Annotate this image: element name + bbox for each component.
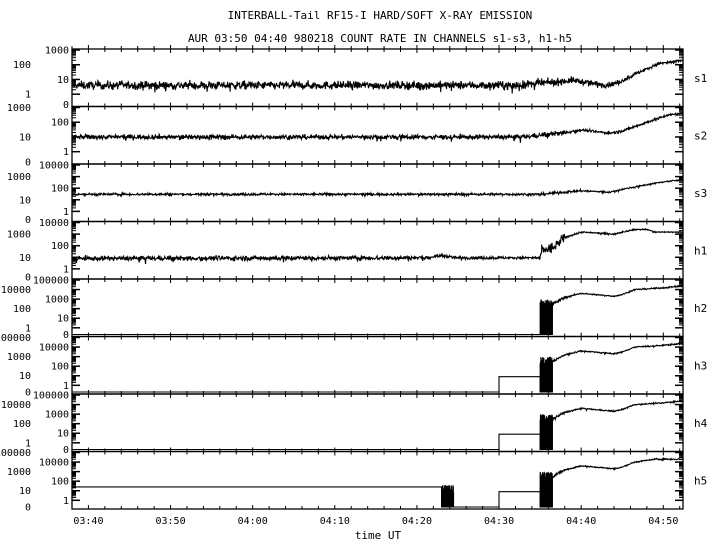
y-tick-label: 0 [63, 100, 69, 111]
y-tick-label: 0 [25, 273, 31, 284]
y-tick-label: 1 [63, 147, 69, 158]
y-tick-label: 1 [63, 264, 69, 275]
y-tick-label: 1 [63, 207, 69, 218]
x-tick-label: 03:50 [155, 516, 185, 527]
burst-h3 [539, 356, 553, 392]
x-tick-label: 04:50 [648, 516, 678, 527]
y-tick-label: 1000 [45, 410, 69, 421]
y-tick-label: 100 [13, 60, 31, 71]
y-tick-label: 100 [51, 118, 69, 129]
x-tick-label: 04:00 [238, 516, 268, 527]
y-tick-label: 1000 [45, 46, 69, 57]
y-tick-label: 0 [25, 388, 31, 399]
panel-frame [71, 105, 684, 165]
y-tick-label: 100000 [0, 333, 31, 344]
y-tick-label: 10000 [39, 343, 69, 354]
panel-h5: 1000001000010001001010h5 [0, 447, 707, 514]
y-tick-label: 10 [57, 314, 69, 325]
series-line-s2 [71, 111, 684, 143]
x-tick-label: 04:10 [320, 516, 350, 527]
channel-label: s2 [694, 129, 707, 142]
channel-label: h4 [694, 417, 708, 430]
y-tick-label: 1 [25, 90, 31, 101]
channel-label: h3 [694, 359, 707, 372]
y-tick-label: 0 [25, 503, 31, 514]
x-tick-label: 04:20 [402, 516, 432, 527]
series-line-h5 [72, 456, 684, 508]
y-tick-label: 100 [51, 184, 69, 195]
burst-h5 [441, 485, 455, 507]
y-tick-label: 1000 [7, 230, 31, 241]
y-tick-label: 1000 [7, 172, 31, 183]
burst-h5 [539, 471, 553, 507]
y-tick-label: 0 [25, 215, 31, 226]
y-tick-label: 10 [19, 371, 31, 382]
y-tick-label: 10000 [1, 285, 31, 296]
series-line-h3 [72, 341, 684, 393]
panel-frame [71, 220, 684, 280]
y-tick-label: 100 [51, 362, 69, 373]
y-tick-label: 10 [19, 253, 31, 264]
channel-label: s1 [694, 72, 707, 85]
y-tick-label: 10000 [1, 400, 31, 411]
y-tick-label: 1000 [7, 352, 31, 363]
series-line-h4 [72, 399, 684, 451]
burst-h4 [539, 414, 553, 450]
y-tick-label: 1 [25, 438, 31, 449]
y-tick-label: 1 [63, 381, 69, 392]
y-tick-label: 0 [25, 158, 31, 169]
x-tick-label: 04:40 [566, 516, 596, 527]
panel-frame [71, 335, 684, 395]
x-tick-label: 04:30 [484, 516, 514, 527]
y-tick-label: 100000 [33, 391, 69, 402]
burst-h2 [539, 299, 553, 335]
series-line-h1 [71, 227, 684, 265]
channel-label: h1 [694, 244, 707, 257]
y-tick-label: 1 [25, 323, 31, 334]
y-tick-label: 10000 [39, 218, 69, 229]
y-tick-label: 0 [63, 445, 69, 456]
panel-frame [71, 48, 684, 108]
y-tick-label: 100000 [33, 276, 69, 287]
y-tick-label: 100 [51, 241, 69, 252]
y-tick-label: 1000 [7, 103, 31, 114]
y-tick-label: 10000 [39, 458, 69, 469]
y-tick-label: 100 [13, 304, 31, 315]
x-tick-label: 03:40 [73, 516, 103, 527]
panel-frame [71, 393, 684, 453]
x-axis-label: time UT [355, 529, 402, 542]
y-tick-label: 1000 [7, 467, 31, 478]
series-line-h2 [72, 283, 684, 336]
panels: 10001001010s110001001010s210000100010010… [0, 45, 708, 527]
series-line-s1 [71, 59, 684, 94]
chart-subtitle: AUR 03:50 04:40 980218 COUNT RATE IN CHA… [188, 32, 572, 45]
y-tick-label: 1 [63, 496, 69, 507]
y-tick-label: 100 [13, 419, 31, 430]
y-tick-label: 10 [57, 75, 69, 86]
channel-label: h2 [694, 302, 707, 315]
y-tick-label: 10 [19, 486, 31, 497]
y-tick-label: 1000 [45, 295, 69, 306]
y-tick-label: 100 [51, 477, 69, 488]
y-tick-label: 0 [63, 330, 69, 341]
y-tick-label: 10 [19, 195, 31, 206]
y-tick-label: 100000 [0, 448, 31, 459]
chart-title: INTERBALL-Tail RF15-I HARD/SOFT X-RAY EM… [228, 9, 533, 22]
y-tick-label: 10000 [39, 161, 69, 172]
y-tick-label: 10 [57, 429, 69, 440]
channel-label: h5 [694, 474, 707, 487]
panel-frame [71, 450, 684, 510]
panel-h3: 1000001000010001001010h3 [0, 332, 707, 399]
channel-label: s3 [694, 187, 707, 200]
panel-frame [71, 278, 684, 338]
series-line-s3 [71, 178, 684, 199]
y-tick-label: 10 [19, 132, 31, 143]
